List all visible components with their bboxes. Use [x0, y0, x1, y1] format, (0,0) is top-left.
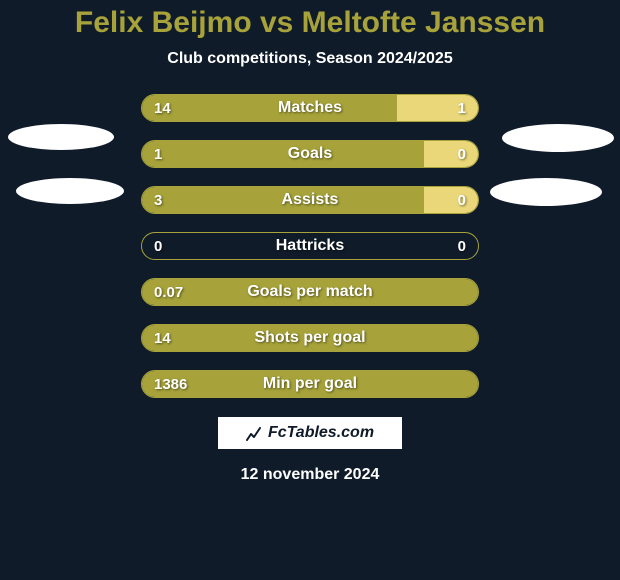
- comparison-bars: 141Matches10Goals30Assists00Hattricks0.0…: [0, 94, 620, 398]
- stat-left-fill: [142, 95, 397, 121]
- stat-left-value: 14: [154, 325, 171, 351]
- stat-row: 10Goals: [141, 140, 479, 168]
- stat-left-value: 3: [154, 187, 162, 213]
- stat-left-fill: [142, 187, 424, 213]
- stat-right-value: 0: [458, 141, 466, 167]
- page-subtitle: Club competitions, Season 2024/2025: [0, 50, 620, 68]
- stat-row: 14Shots per goal: [141, 324, 479, 352]
- stat-right-value: 0: [458, 233, 466, 259]
- stat-right-value: 0: [458, 187, 466, 213]
- source-badge: FcTables.com: [217, 416, 403, 450]
- chart-icon: [246, 425, 262, 441]
- comparison-card: Felix Beijmo vs Meltofte Janssen Club co…: [0, 0, 620, 580]
- stat-left-value: 1: [154, 141, 162, 167]
- stat-label: Hattricks: [142, 233, 478, 259]
- stat-left-value: 0: [154, 233, 162, 259]
- stat-right-fill: [424, 187, 478, 213]
- stat-left-value: 14: [154, 95, 171, 121]
- stat-left-value: 1386: [154, 371, 187, 397]
- stat-left-value: 0.07: [154, 279, 183, 305]
- stat-row: 0 0Hattricks: [141, 232, 479, 260]
- stat-right-value: 1: [458, 95, 466, 121]
- stat-right-fill: [424, 141, 478, 167]
- stat-row: 0.07Goals per match: [141, 278, 479, 306]
- badge-text: FcTables.com: [268, 424, 374, 442]
- date-text: 12 november 2024: [0, 466, 620, 484]
- stat-left-fill: [142, 279, 478, 305]
- page-title: Felix Beijmo vs Meltofte Janssen: [0, 6, 620, 40]
- stat-row: 30Assists: [141, 186, 479, 214]
- stat-left-fill: [142, 371, 478, 397]
- stat-row: 141Matches: [141, 94, 479, 122]
- stat-left-fill: [142, 141, 424, 167]
- stat-left-fill: [142, 325, 478, 351]
- stat-row: 1386Min per goal: [141, 370, 479, 398]
